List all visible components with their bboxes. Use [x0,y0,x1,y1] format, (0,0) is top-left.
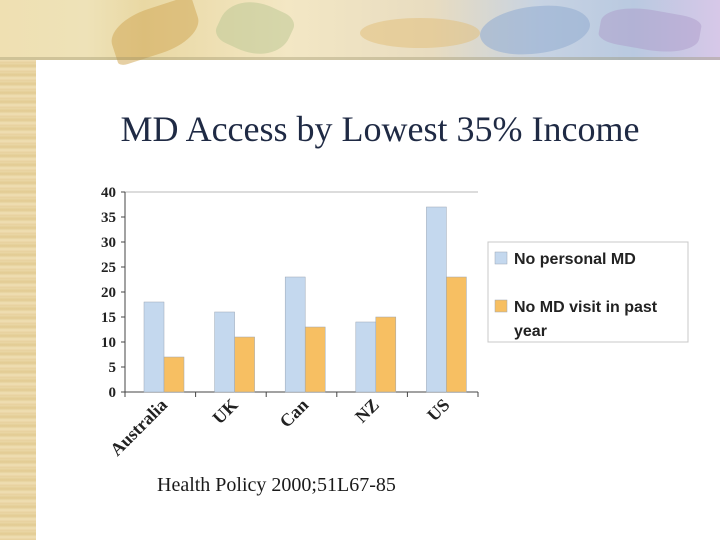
bar-no-personal-md-nz [355,321,377,393]
legend-swatch-no-md-visit [494,299,508,313]
legend-label-no-personal-md: No personal MD [514,251,636,268]
legend-box [487,241,689,343]
bar-no-personal-md-australia [143,301,165,393]
decorative-banner [0,0,720,67]
bar-no-md-visit-can [304,326,326,393]
bar-no-md-visit-us [446,276,467,393]
y-tick-label: 30 [101,235,116,251]
x-category-label: UK [208,395,241,428]
bar-no-personal-md-can [284,276,306,393]
legend-swatch-no-personal-md [494,251,508,265]
leaf-decoration [360,18,480,48]
citation-text: Health Policy 2000;51L67-85 [157,474,396,496]
y-tick-label: 35 [101,210,116,226]
decorative-left-border [0,0,36,540]
x-category-label: Can [276,395,313,432]
y-tick-label: 0 [109,385,117,401]
y-tick-label: 20 [101,285,116,301]
x-category-label: Australia [106,395,171,460]
y-tick-label: 40 [101,185,116,201]
y-tick-label: 5 [109,360,117,376]
x-category-label: US [423,395,453,425]
y-tick-label: 10 [101,335,116,351]
y-tick-label: 15 [101,310,116,326]
bar-no-md-visit-nz [375,316,397,393]
y-tick-label: 25 [101,260,116,276]
bar-no-md-visit-uk [234,336,255,393]
bar-no-md-visit-australia [163,356,185,393]
bar-no-personal-md-uk [214,311,235,393]
bar-no-personal-md-us [426,206,447,393]
banner-edge [0,57,720,60]
legend-label-no-md-visit: No MD visit in past year [514,299,658,340]
x-category-label: NZ [351,395,383,427]
slide-title: MD Access by Lowest 35% Income [120,109,640,149]
